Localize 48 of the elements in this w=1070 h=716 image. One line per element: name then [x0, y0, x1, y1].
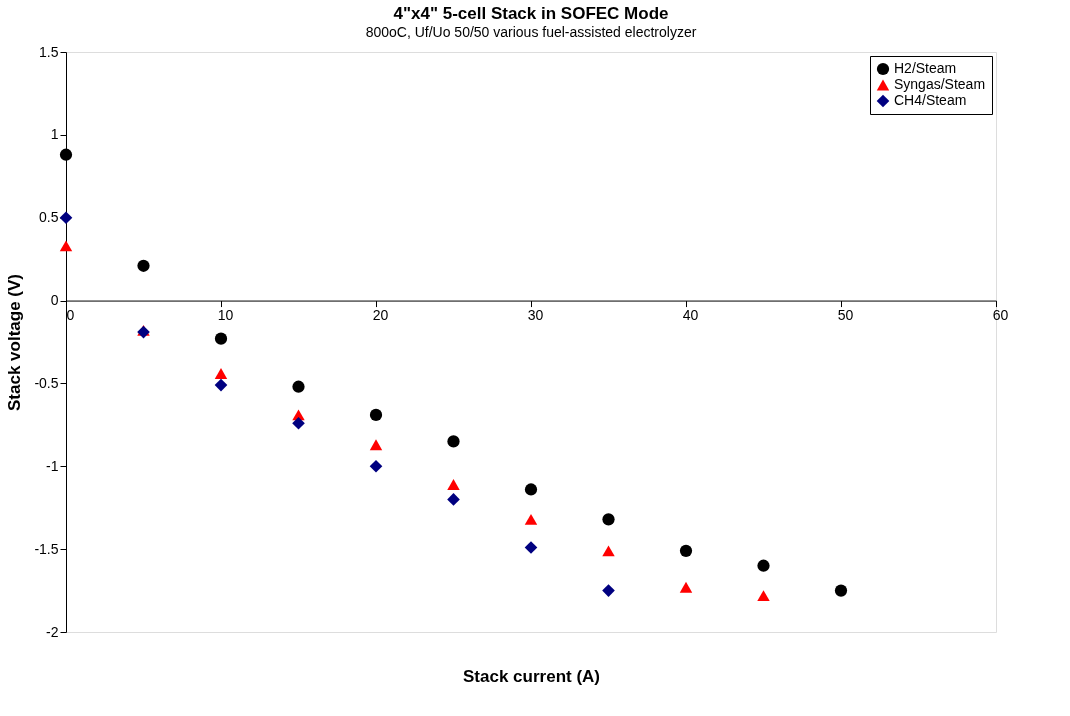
y-tick-label: -1.5 — [34, 540, 59, 557]
point — [292, 380, 305, 393]
legend-label: CH4/Steam — [894, 92, 967, 108]
point — [602, 584, 615, 597]
point — [447, 435, 460, 448]
point — [447, 493, 460, 506]
legend-label: Syngas/Steam — [894, 76, 986, 92]
point — [137, 259, 150, 272]
point — [757, 590, 770, 601]
point — [679, 581, 693, 593]
y-tick-label: -1 — [46, 457, 59, 474]
y-axis-title: Stack voltage (V) — [5, 274, 25, 411]
point — [369, 439, 383, 451]
point — [447, 479, 460, 490]
y-tick-label: -2 — [46, 623, 59, 640]
x-tick-label: 0 — [66, 307, 75, 324]
point — [59, 148, 73, 161]
point — [292, 416, 305, 430]
y-tick-label: 0 — [50, 292, 59, 309]
point — [757, 559, 770, 572]
point — [524, 513, 538, 525]
x-tick-label: 60 — [992, 307, 1009, 324]
point — [679, 544, 693, 557]
point — [834, 584, 848, 597]
chart-title: 4"x4" 5-cell Stack in SOFEC Mode — [393, 4, 669, 23]
x-axis-title: Stack current (A) — [463, 666, 600, 686]
point — [214, 332, 228, 345]
point — [524, 483, 538, 496]
point — [369, 459, 383, 473]
x-tick-label: 30 — [527, 307, 544, 324]
point — [214, 368, 228, 379]
y-tick-label: 0.5 — [39, 209, 59, 226]
point — [214, 378, 228, 392]
point — [59, 240, 73, 252]
point — [602, 545, 615, 557]
x-tick-label: 10 — [217, 307, 234, 324]
point — [524, 541, 538, 554]
y-tick-label: 1.5 — [39, 43, 59, 60]
y-tick-label: 1 — [50, 126, 59, 143]
legend-label: H2/Steam — [894, 60, 957, 76]
y-tick-label: -0.5 — [34, 374, 59, 391]
x-tick-label: 50 — [837, 307, 854, 324]
x-tick-label: 40 — [682, 307, 699, 324]
point — [602, 513, 615, 526]
point — [59, 211, 73, 225]
point — [369, 408, 383, 422]
chart-subtitle: 800oC, Uf/Uo 50/50 various fuel-assisted electrolyzer — [365, 24, 697, 40]
x-tick-label: 20 — [372, 307, 389, 324]
